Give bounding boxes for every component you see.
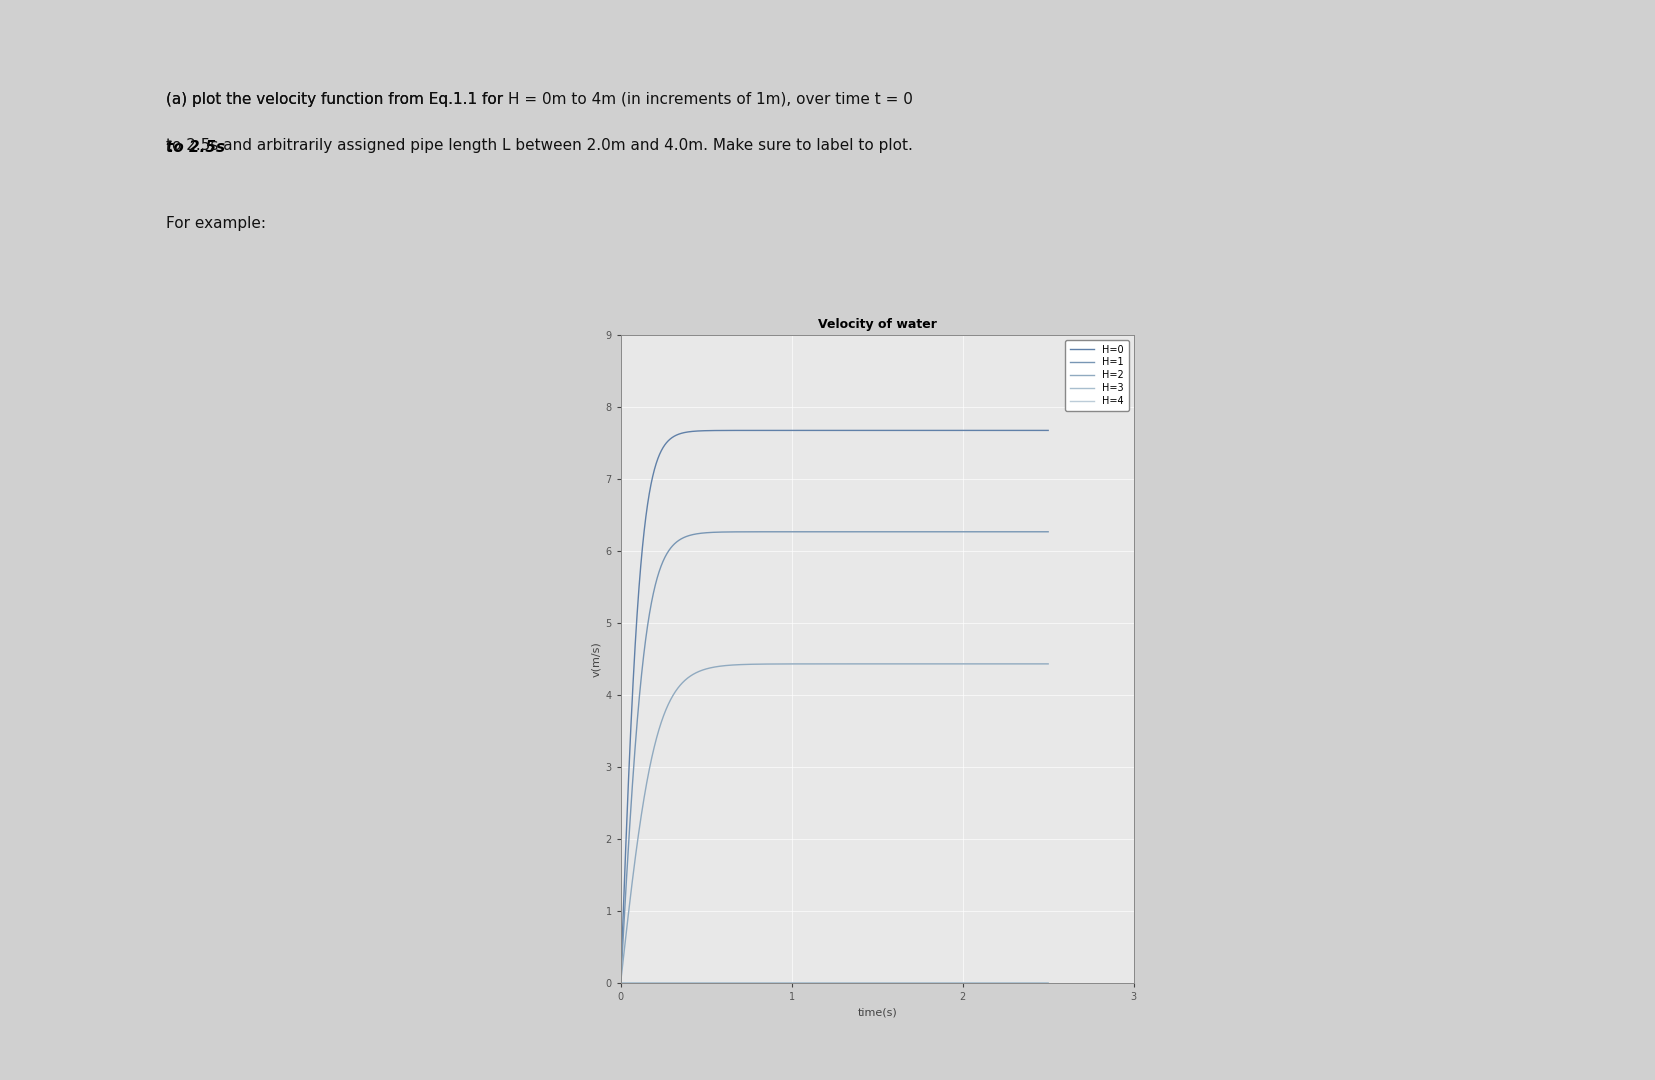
Legend: H=0, H=1, H=2, H=3, H=4: H=0, H=1, H=2, H=3, H=4 [1066,340,1129,411]
Text: (a) plot the velocity function from Eq.1.1 for H = 0m to 4m (in increments of 1m: (a) plot the velocity function from Eq.1… [166,92,912,107]
Line: H=2: H=2 [621,664,1048,983]
H=3 [1026,976,1046,989]
H=0 [611,976,631,989]
H=3 [819,976,839,989]
H=2 [611,976,631,989]
H=1 [1038,525,1058,538]
H=3 [611,976,631,989]
H=0 [1026,424,1046,437]
H=3 [947,976,967,989]
H=1 [1026,525,1046,538]
X-axis label: time(s): time(s) [857,1008,897,1017]
H=0 [1038,424,1058,437]
H=0 [1026,424,1046,437]
Text: (a) plot the velocity function from Eq.1.1 for: (a) plot the velocity function from Eq.1… [166,92,508,107]
Text: to 2.5s and arbitrarily assigned pipe length L between 2.0m and 4.0m. Make sure : to 2.5s and arbitrarily assigned pipe le… [166,138,912,153]
Text: For example:: For example: [166,216,265,231]
Text: to 2.5s: to 2.5s [166,140,225,156]
Y-axis label: v(m/s): v(m/s) [591,640,601,677]
H=0 [947,424,967,437]
Title: Velocity of water: Velocity of water [818,318,937,330]
H=3 [1026,976,1046,989]
H=1 [611,976,631,989]
H=0 [808,424,828,437]
Line: H=1: H=1 [621,531,1048,983]
H=3 [808,976,828,989]
H=1 [1038,525,1058,538]
H=0 [632,541,652,554]
H=1 [632,660,652,673]
H=2 [808,658,828,671]
H=2 [632,801,652,814]
H=1 [947,525,967,538]
H=2 [1038,658,1058,671]
H=1 [819,525,839,538]
H=2 [819,658,839,671]
Line: H=0: H=0 [621,431,1048,983]
H=0 [819,424,839,437]
H=1 [808,525,828,538]
H=2 [1026,658,1046,671]
H=0 [1000,424,1019,437]
H=1 [1026,525,1046,538]
H=2 [1026,658,1046,671]
H=2 [947,658,967,671]
H=3 [632,976,652,989]
H=3 [1038,976,1058,989]
